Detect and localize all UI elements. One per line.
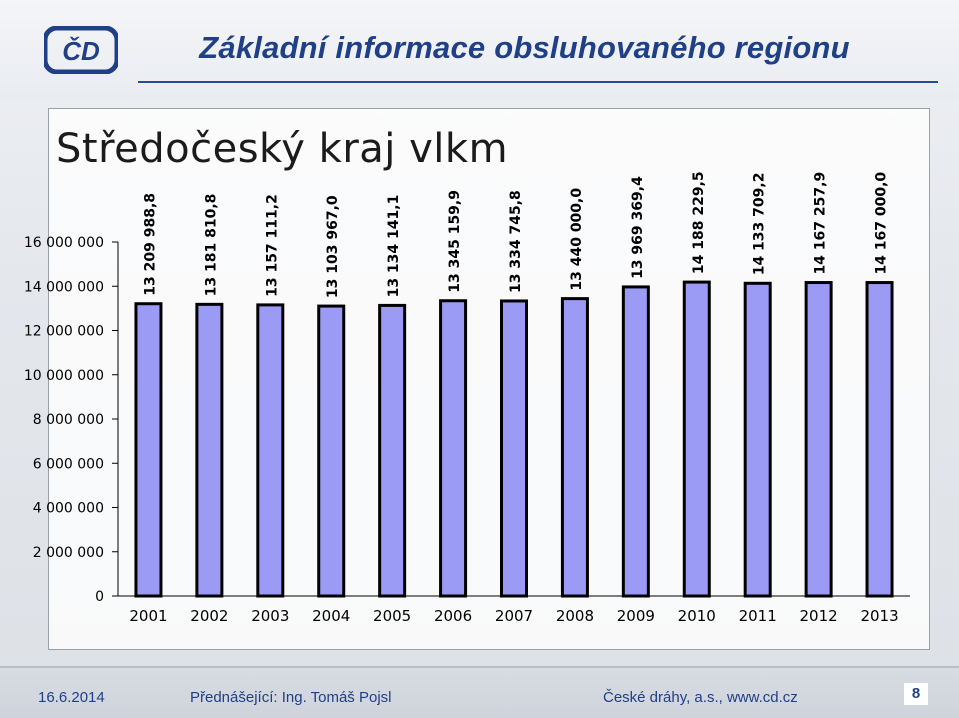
y-tick-label: 8 000 000	[33, 412, 104, 428]
x-tick-label: 2002	[190, 607, 228, 625]
header-band	[0, 0, 959, 100]
bar	[317, 304, 346, 598]
bar	[621, 285, 650, 598]
x-tick-label: 2008	[556, 607, 594, 625]
footer-date: 16.6.2014	[38, 689, 105, 706]
page-number: 8	[904, 683, 928, 705]
data-label: 13 969 369,4	[630, 176, 646, 279]
footer-company: České dráhy, a.s., www.cd.cz	[603, 689, 798, 706]
x-tick-label: 2007	[495, 607, 533, 625]
cd-logo-icon: ČD	[44, 26, 118, 74]
title-divider	[138, 81, 938, 83]
y-tick-label: 12 000 000	[24, 324, 104, 340]
y-tick-label: 4 000 000	[33, 501, 104, 517]
bar	[256, 303, 285, 598]
data-label: 13 345 159,9	[447, 190, 463, 293]
bar	[560, 297, 589, 598]
data-label: 13 440 000,0	[569, 188, 585, 291]
data-label: 14 188 229,5	[691, 171, 707, 274]
data-label: 14 167 000,0	[874, 172, 890, 275]
y-tick-label: 2 000 000	[33, 545, 104, 561]
x-tick-label: 2001	[129, 607, 167, 625]
x-tick-label: 2009	[617, 607, 655, 625]
bar	[134, 302, 163, 598]
data-label: 14 133 709,2	[752, 173, 768, 276]
bar	[500, 299, 528, 598]
x-tick-label: 2010	[678, 607, 716, 625]
footer	[0, 668, 959, 718]
x-tick-label: 2003	[251, 607, 289, 625]
chart-title: Středočeský kraj vlkm	[56, 126, 509, 172]
y-tick-label: 14 000 000	[24, 279, 104, 295]
data-label: 13 134 141,1	[386, 195, 402, 298]
bar	[195, 302, 224, 598]
chart-frame	[48, 108, 930, 650]
y-tick-label: 10 000 000	[24, 368, 104, 384]
y-tick-label: 16 000 000	[24, 235, 104, 251]
x-tick-label: 2004	[312, 607, 350, 625]
footer-presenter: Přednášející: Ing. Tomáš Pojsl	[190, 689, 392, 706]
data-label: 13 103 967,0	[325, 195, 341, 298]
bar	[804, 281, 833, 598]
bar	[865, 281, 894, 598]
bar	[743, 281, 772, 598]
bar	[378, 303, 407, 598]
data-label: 14 167 257,9	[813, 172, 829, 275]
page-title: Základní informace obsluhovaného regionu	[199, 30, 850, 65]
y-tick-label: 0	[95, 589, 104, 605]
x-tick-label: 2013	[860, 607, 898, 625]
y-tick-label: 6 000 000	[33, 456, 104, 472]
x-tick-label: 2012	[800, 607, 838, 625]
data-label: 13 334 745,8	[508, 190, 524, 293]
x-tick-label: 2011	[739, 607, 777, 625]
bar	[439, 299, 468, 598]
svg-text:ČD: ČD	[62, 36, 100, 66]
footer-divider	[0, 666, 959, 668]
x-tick-label: 2006	[434, 607, 472, 625]
bar	[682, 280, 711, 598]
data-label: 13 181 810,8	[203, 194, 219, 297]
data-label: 13 157 111,2	[264, 194, 280, 297]
x-tick-label: 2005	[373, 607, 411, 625]
data-label: 13 209 988,8	[142, 193, 158, 296]
